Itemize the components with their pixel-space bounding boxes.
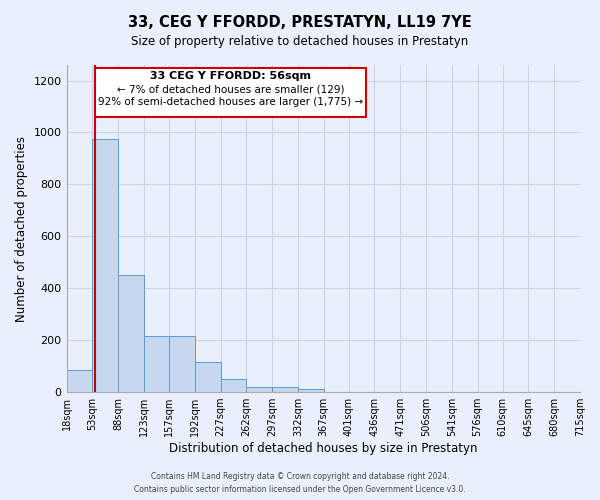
X-axis label: Distribution of detached houses by size in Prestatyn: Distribution of detached houses by size … [169,442,478,455]
Text: Contains HM Land Registry data © Crown copyright and database right 2024.
Contai: Contains HM Land Registry data © Crown c… [134,472,466,494]
Text: Size of property relative to detached houses in Prestatyn: Size of property relative to detached ho… [131,34,469,48]
Bar [221,379,246,392]
Bar [169,336,195,392]
Text: 92% of semi-detached houses are larger (1,775) →: 92% of semi-detached houses are larger (… [98,97,364,107]
Bar [195,362,221,392]
Y-axis label: Number of detached properties: Number of detached properties [15,136,28,322]
Text: ← 7% of detached houses are smaller (129): ← 7% of detached houses are smaller (129… [117,84,344,94]
Bar [144,336,169,392]
Bar [246,387,272,392]
Text: 33 CEG Y FFORDD: 56sqm: 33 CEG Y FFORDD: 56sqm [151,72,311,82]
Bar [95,68,367,117]
Bar [67,370,92,392]
Bar [272,387,298,392]
Text: 33, CEG Y FFORDD, PRESTATYN, LL19 7YE: 33, CEG Y FFORDD, PRESTATYN, LL19 7YE [128,15,472,30]
Bar [118,276,144,392]
Bar [92,139,118,392]
Bar [298,390,323,392]
